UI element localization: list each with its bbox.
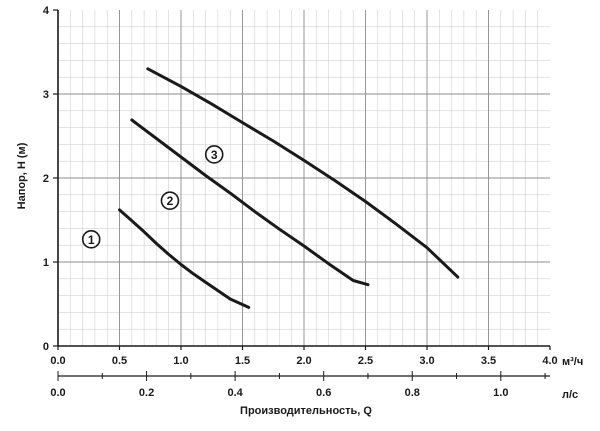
axes [53,9,551,381]
x2-unit-label: л/с [562,389,578,401]
x2-tick-label: 1.0 [493,387,508,399]
x-tick-label: 3.5 [481,355,496,367]
x-tick-label: 0.0 [50,355,65,367]
curve-1-marker [81,230,101,249]
y-tick-label: 1 [43,257,49,269]
curve-3-label: 3 [211,148,218,162]
curve-2 [130,118,370,287]
x-unit-label: м³/ч [562,356,583,368]
y-tick-label: 2 [43,173,49,185]
x-tick-label: 2.5 [358,355,373,367]
x-tick-label: 1.5 [235,355,250,367]
x-tick-label: 1.0 [173,355,188,367]
x-tick-label: 2.0 [296,355,311,367]
y-tick-label: 4 [43,5,50,17]
x2-tick-label: 0.0 [50,387,65,399]
x-axis-title: Производительность, Q [240,405,372,417]
x-tick-label: 0.5 [112,355,127,367]
x-tick-label: 3.0 [419,355,434,367]
grid [58,10,550,346]
curve-3 [146,67,460,279]
curve-2-label: 2 [167,194,174,208]
tick-labels: 0 1 2 3 4 0.0 0.5 1.0 1.5 2.0 2.5 3.0 3.5 4.0 0.0 0.2 0.… [43,5,558,399]
x-tick-label: 4.0 [542,355,557,367]
series-group: 1 2 3 [81,67,460,309]
y-axis-title: Напор, H (м) [16,142,28,209]
curve-1 [118,208,251,309]
x2-tick-label: 0.4 [227,387,243,399]
curve-3-marker [204,145,224,164]
y-tick-label: 3 [43,89,49,101]
curve-1-label: 1 [88,233,95,247]
curve-2-marker [160,191,180,210]
y-tick-label: 0 [43,341,49,353]
x2-tick-label: 0.6 [316,387,331,399]
x2-tick-label: 0.2 [139,387,154,399]
x2-tick-label: 0.8 [405,387,420,399]
